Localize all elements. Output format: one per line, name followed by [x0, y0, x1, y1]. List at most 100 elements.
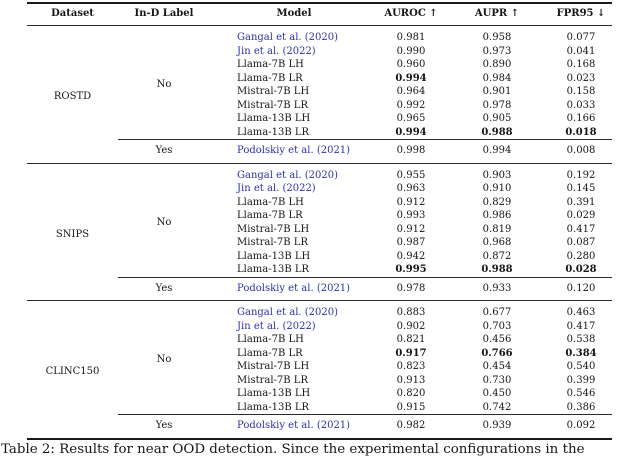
col-header-model: Model [276, 8, 312, 19]
auroc-cell: 0.992 [396, 99, 426, 111]
model-cell: Llama-7B LH [237, 196, 304, 208]
auroc-cell: 0.994 [395, 72, 427, 84]
aupr-cell: 0.450 [482, 388, 512, 399]
table-row: SNIPS No Gangal et al. (2020) 0.955 0.90… [27, 163, 612, 240]
aupr-cell: 0.910 [482, 183, 512, 194]
auroc-cell: 0.981 [396, 32, 426, 43]
table-row: Llama-13B LR 0.994 0.988 0.018 [27, 126, 612, 140]
aupr-cell: 0.978 [482, 99, 512, 111]
section-clinc150: CLINC150 No Gangal et al. (2020) 0.883 0… [27, 301, 612, 439]
citation-link[interactable]: Podolskiy et al. (2021) [210, 414, 378, 439]
aupr-cell: 0.766 [481, 347, 513, 359]
fpr95-cell: 0.077 [566, 32, 596, 43]
in-d-label-cell: No [156, 216, 172, 228]
model-cell: Llama-7B LR [237, 347, 303, 359]
auroc-cell: 0.978 [378, 276, 444, 301]
section-rostd: ROSTD No Gangal et al. (2020) 0.981 0.95… [27, 26, 612, 163]
auroc-cell: 0.883 [396, 307, 426, 318]
fpr95-cell: 0.391 [566, 196, 596, 208]
auroc-cell: 0.913 [396, 374, 426, 386]
model-cell: Llama-7B LR [237, 210, 303, 221]
fpr95-cell: 0.041 [566, 45, 596, 57]
aupr-cell: 0.984 [482, 72, 512, 84]
col-header-auroc: AUROC ↑ [384, 8, 438, 19]
table-row: ROSTD No Gangal et al. (2020) 0.981 0.95… [27, 26, 612, 102]
table-row: Llama-7B LR 0.994 0.984 0.023 [27, 72, 612, 86]
fpr95-cell: 0.463 [566, 307, 596, 318]
in-d-label-cell: Yes [118, 139, 210, 163]
fpr95-cell: 0.166 [566, 113, 596, 124]
aupr-cell: 0.677 [482, 307, 512, 318]
fpr95-cell: 0.092 [550, 414, 612, 439]
table-row: Llama-13B LR 0.995 0.988 0.028 [27, 263, 612, 277]
citation-link[interactable]: Jin et al. (2022) [237, 45, 316, 57]
model-cell: Llama-13B LR [237, 401, 310, 413]
fpr95-cell: 0.028 [565, 264, 597, 275]
model-cell: Llama-13B LR [237, 126, 310, 138]
citation-link[interactable]: Podolskiy et al. (2021) [210, 139, 378, 163]
aupr-cell: 0.939 [444, 414, 550, 439]
auroc-cell: 0.820 [396, 388, 426, 399]
table-row: Llama-13B LH 0.820 0.450 0.546 [27, 387, 612, 401]
fpr95-cell: 0.384 [565, 347, 597, 359]
aupr-cell: 0.901 [482, 86, 512, 97]
aupr-cell: 0.703 [482, 320, 512, 332]
model-cell: Mistral-7B LH [237, 223, 310, 235]
auroc-cell: 0.960 [396, 59, 426, 70]
table-row: Yes Podolskiy et al. (2021) 0.978 0.933 … [27, 276, 612, 301]
table-row: Mistral-7B LH 0.823 0.454 0.540 [27, 360, 612, 374]
auroc-cell: 0.987 [396, 237, 426, 248]
dataset-cell: ROSTD [53, 91, 92, 102]
aupr-cell: 0.742 [482, 401, 512, 413]
aupr-cell: 0.988 [481, 264, 513, 275]
citation-link[interactable]: Jin et al. (2022) [237, 320, 316, 332]
citation-link[interactable]: Gangal et al. (2020) [237, 32, 339, 43]
model-cell: Llama-7B LH [237, 59, 304, 70]
fpr95-cell: 0.008 [550, 139, 612, 163]
fpr95-cell: 0.192 [566, 169, 596, 181]
fpr95-cell: 0.540 [566, 361, 596, 372]
aupr-cell: 0.872 [482, 250, 512, 262]
auroc-cell: 0.998 [378, 139, 444, 163]
fpr95-cell: 0.538 [566, 334, 596, 345]
aupr-cell: 0.730 [482, 374, 512, 386]
table-row: Yes Podolskiy et al. (2021) 0.982 0.939 … [27, 414, 612, 439]
auroc-cell: 0.965 [396, 113, 426, 124]
citation-link[interactable]: Gangal et al. (2020) [237, 307, 339, 318]
model-cell: Llama-13B LH [237, 388, 311, 399]
aupr-cell: 0.968 [482, 237, 512, 248]
table-header: Dataset In-D Label Model AUROC ↑ AUPR ↑ … [27, 3, 612, 26]
fpr95-cell: 0.386 [566, 401, 596, 413]
auroc-cell: 0.942 [396, 250, 426, 262]
table-row: Llama-7B LR 0.993 0.986 0.029 [27, 209, 612, 223]
fpr95-cell: 0.168 [566, 59, 596, 70]
citation-link[interactable]: Gangal et al. (2020) [237, 169, 339, 181]
aupr-cell: 0.456 [482, 334, 512, 345]
dataset-cell: CLINC150 [45, 366, 100, 377]
model-cell: Llama-13B LH [237, 250, 311, 262]
in-d-label-cell: Yes [118, 414, 210, 439]
table-row: Mistral-7B LR 0.913 0.730 0.399 [27, 374, 612, 388]
fpr95-cell: 0.417 [566, 320, 596, 332]
table-row: Llama-7B LH 0.912 0.829 0.391 [27, 196, 612, 210]
auroc-cell: 0.990 [396, 45, 426, 57]
model-cell: Llama-13B LH [237, 113, 311, 124]
auroc-cell: 0.912 [396, 223, 426, 235]
citation-link[interactable]: Jin et al. (2022) [237, 183, 316, 194]
in-d-label-cell: No [156, 354, 172, 366]
aupr-cell: 0.454 [482, 361, 512, 372]
aupr-cell: 0.988 [481, 126, 513, 138]
model-cell: Mistral-7B LR [237, 237, 308, 248]
table-row: Jin et al. (2022) 0.990 0.973 0.041 [27, 45, 612, 59]
in-d-label-cell: Yes [118, 276, 210, 301]
fpr95-cell: 0.087 [566, 237, 596, 248]
table-row: Llama-7B LH 0.960 0.890 0.168 [27, 58, 612, 72]
table-row: Llama-13B LR 0.915 0.742 0.386 [27, 401, 612, 415]
table-row: Mistral-7B LH 0.964 0.901 0.158 [27, 85, 612, 99]
dataset-cell: SNIPS [55, 228, 90, 240]
col-header-fpr95: FPR95 ↓ [556, 8, 606, 19]
results-table: Dataset In-D Label Model AUROC ↑ AUPR ↑ … [27, 2, 612, 440]
citation-link[interactable]: Podolskiy et al. (2021) [210, 276, 378, 301]
auroc-cell: 0.964 [396, 86, 426, 97]
